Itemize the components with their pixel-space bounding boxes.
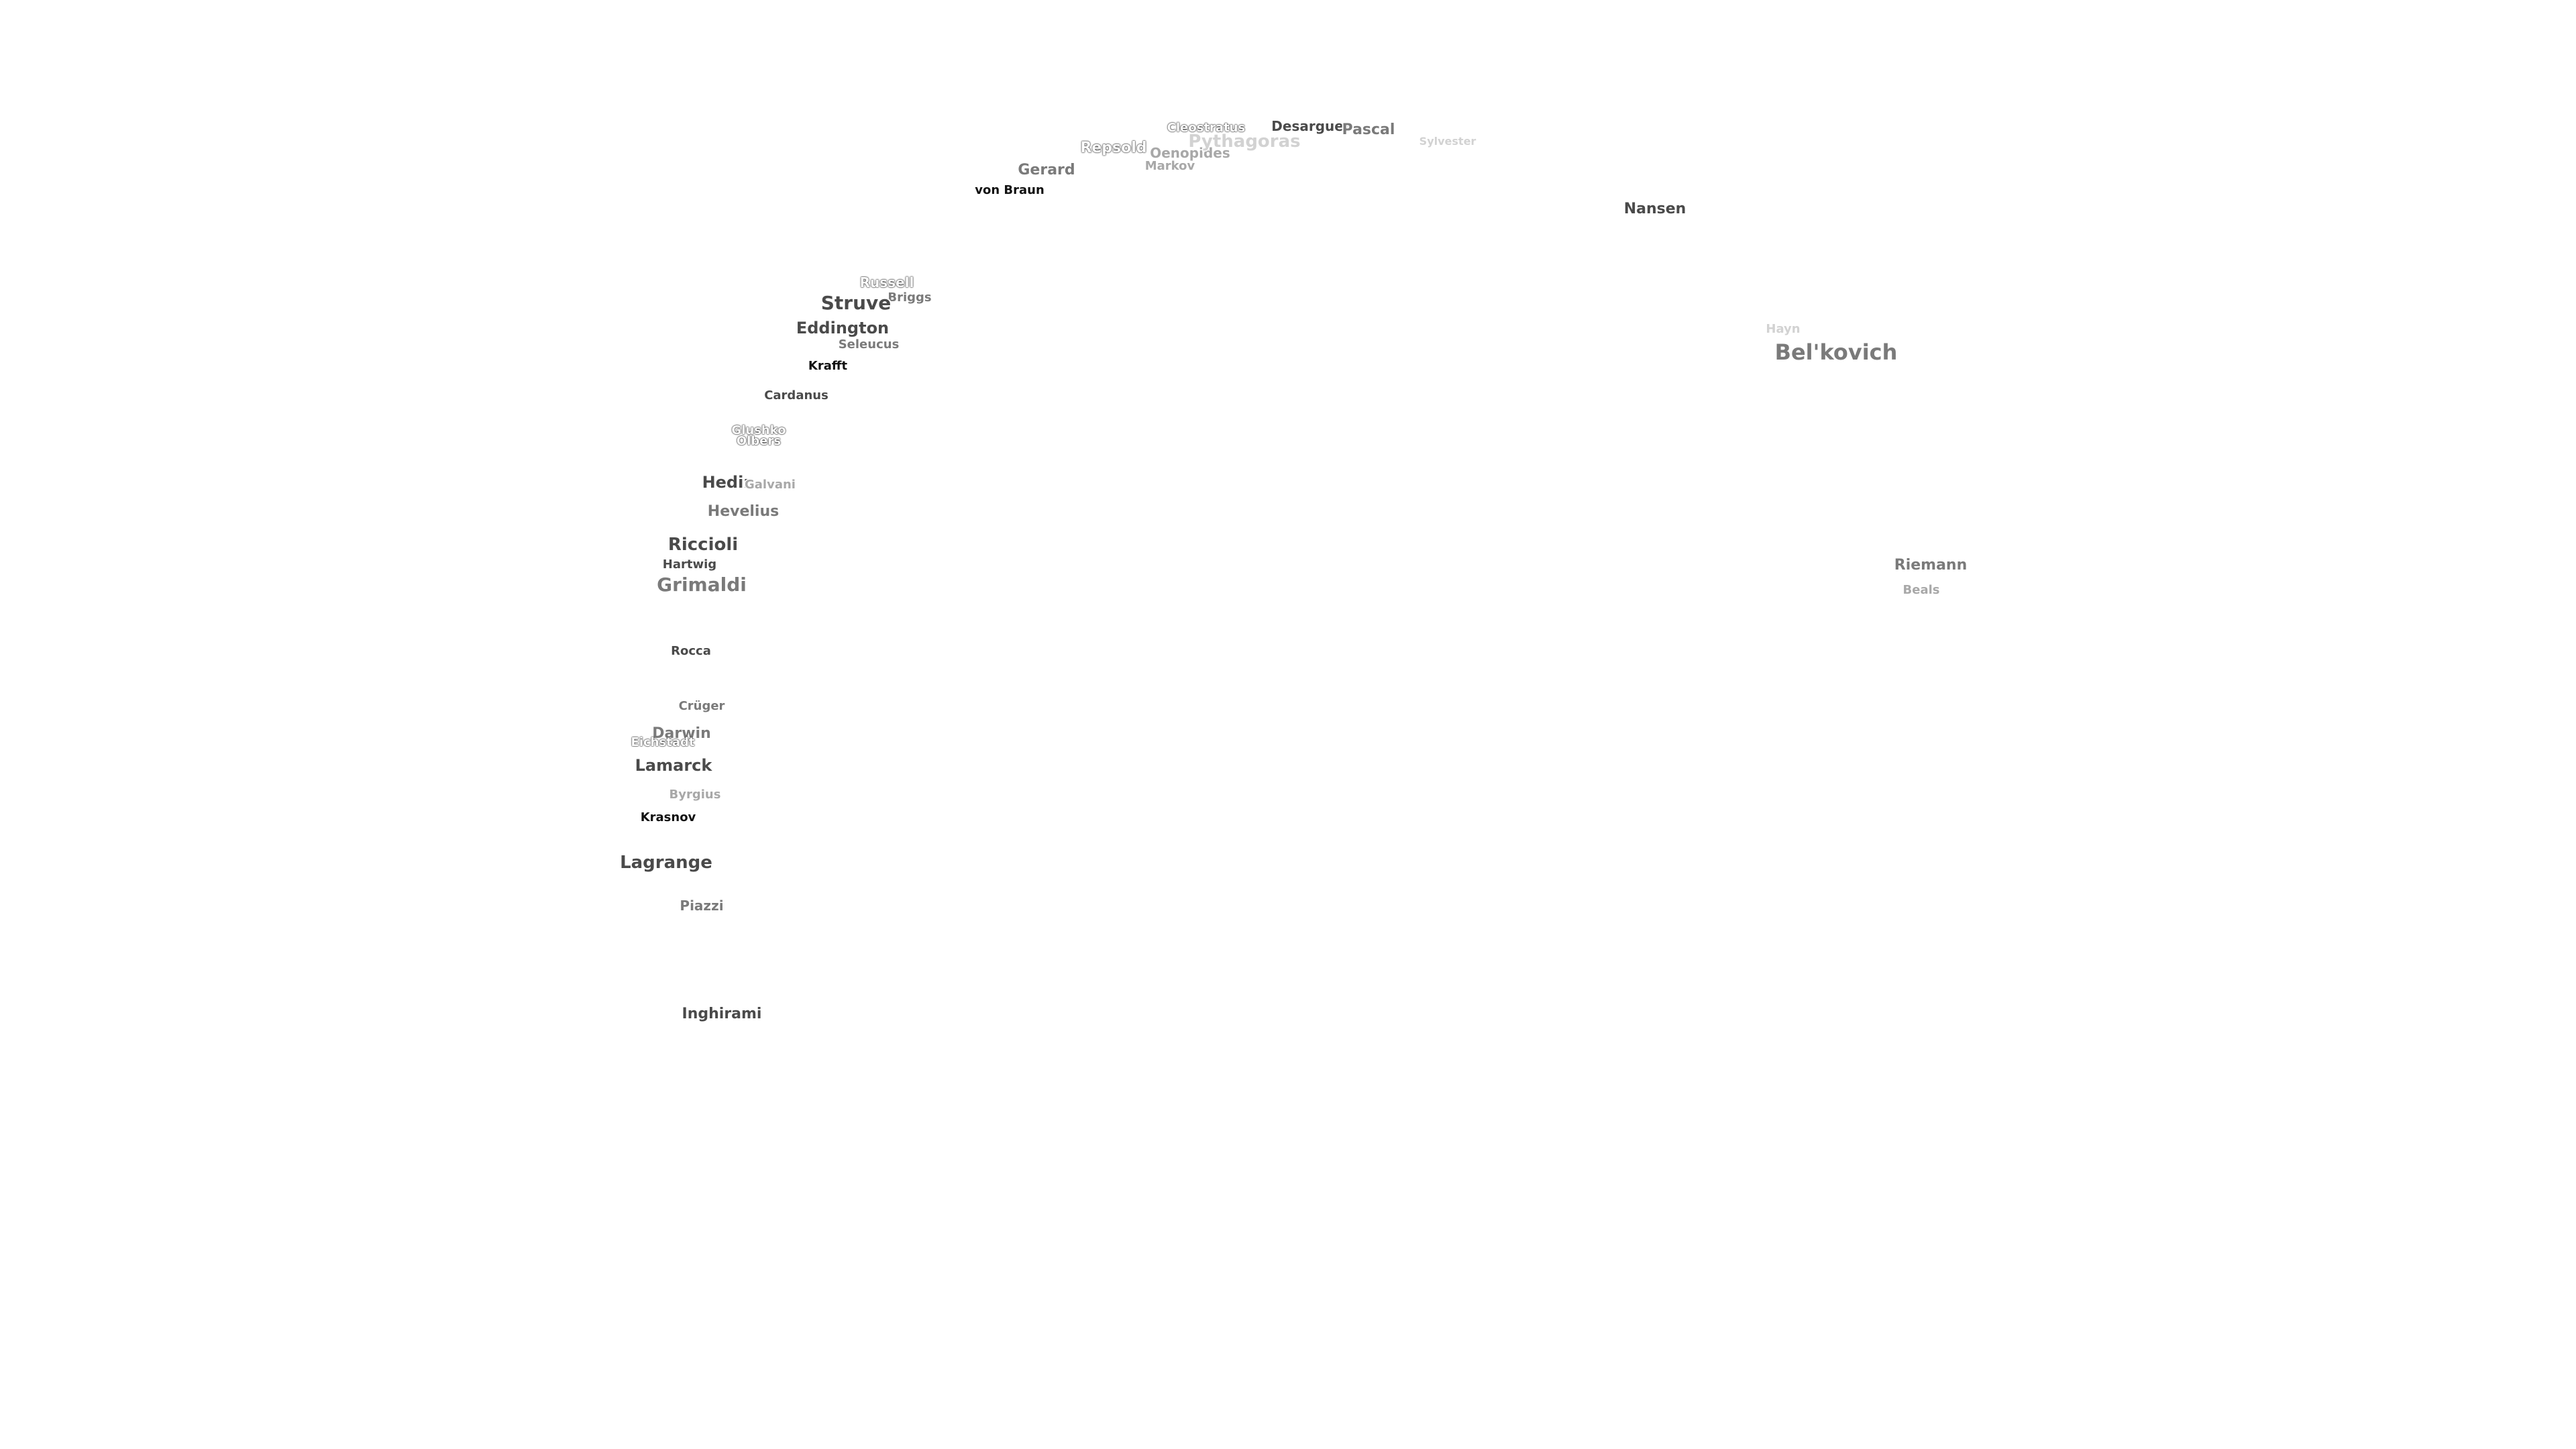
crater-label-hartwig[interactable]: Hartwig — [661, 557, 718, 572]
crater-label-hayn[interactable]: Hayn — [1765, 322, 1801, 336]
crater-label-struve[interactable]: Struve — [820, 292, 893, 314]
crater-label-nansen[interactable]: Nansen — [1623, 201, 1688, 218]
crater-label-grimaldi[interactable]: Grimaldi — [655, 574, 748, 596]
crater-label-pythagoras[interactable]: Pythagoras — [1187, 131, 1301, 152]
crater-label-lagrange[interactable]: Lagrange — [619, 853, 714, 873]
crater-label-galvani[interactable]: Galvani — [744, 478, 797, 492]
crater-label-glushko[interactable]: Glushko — [731, 423, 786, 437]
crater-label-beals[interactable]: Beals — [1902, 583, 1941, 597]
crater-label-byrgius[interactable]: Byrgius — [668, 788, 722, 802]
crater-label-eddington[interactable]: Eddington — [795, 319, 890, 337]
crater-label-lamarck[interactable]: Lamarck — [634, 756, 714, 775]
crater-label-cardanus[interactable]: Cardanus — [763, 388, 830, 403]
crater-label-hedin[interactable]: Hedin — [701, 473, 757, 492]
crater-label-gerard[interactable]: Gerard — [1016, 162, 1076, 179]
crater-label-krafft[interactable]: Krafft — [807, 359, 849, 374]
crater-label-olbers[interactable]: Olbers — [736, 434, 782, 448]
crater-label-belkovich[interactable]: Bel'kovich — [1774, 339, 1899, 365]
crater-label-markov[interactable]: Markov — [1144, 159, 1196, 173]
crater-label-krasnov[interactable]: Krasnov — [639, 810, 698, 825]
crater-label-pascal[interactable]: Pascal — [1341, 121, 1397, 139]
crater-label-desargues[interactable]: Desargues — [1270, 118, 1352, 134]
crater-label-rocca[interactable]: Rocca — [669, 644, 712, 659]
crater-label-riccioli[interactable]: Riccioli — [667, 535, 739, 555]
crater-label-inghirami[interactable]: Inghirami — [681, 1006, 763, 1023]
crater-label-piazzi[interactable]: Piazzi — [678, 898, 724, 914]
crater-label-russell[interactable]: Russell — [859, 274, 914, 290]
crater-label-eichstadt[interactable]: Eichstadt — [631, 735, 695, 749]
crater-label-oenopides[interactable]: Oenopides — [1149, 145, 1232, 161]
crater-label-repsold[interactable]: Repsold — [1080, 140, 1147, 156]
crater-label-seleucus[interactable]: Seleucus — [837, 337, 901, 352]
crater-label-cleostratus[interactable]: Cleostratus — [1167, 121, 1246, 135]
crater-label-von-braun[interactable]: von Braun — [973, 183, 1046, 198]
crater-label-cruger[interactable]: Crüger — [678, 699, 727, 714]
crater-label-darwin[interactable]: Darwin — [651, 725, 712, 743]
crater-label-briggs[interactable]: Briggs — [886, 290, 932, 305]
crater-label-sylvester[interactable]: Sylvester — [1418, 135, 1477, 148]
crater-label-hevelius[interactable]: Hevelius — [706, 503, 780, 521]
crater-label-riemann[interactable]: Riemann — [1893, 557, 1968, 574]
